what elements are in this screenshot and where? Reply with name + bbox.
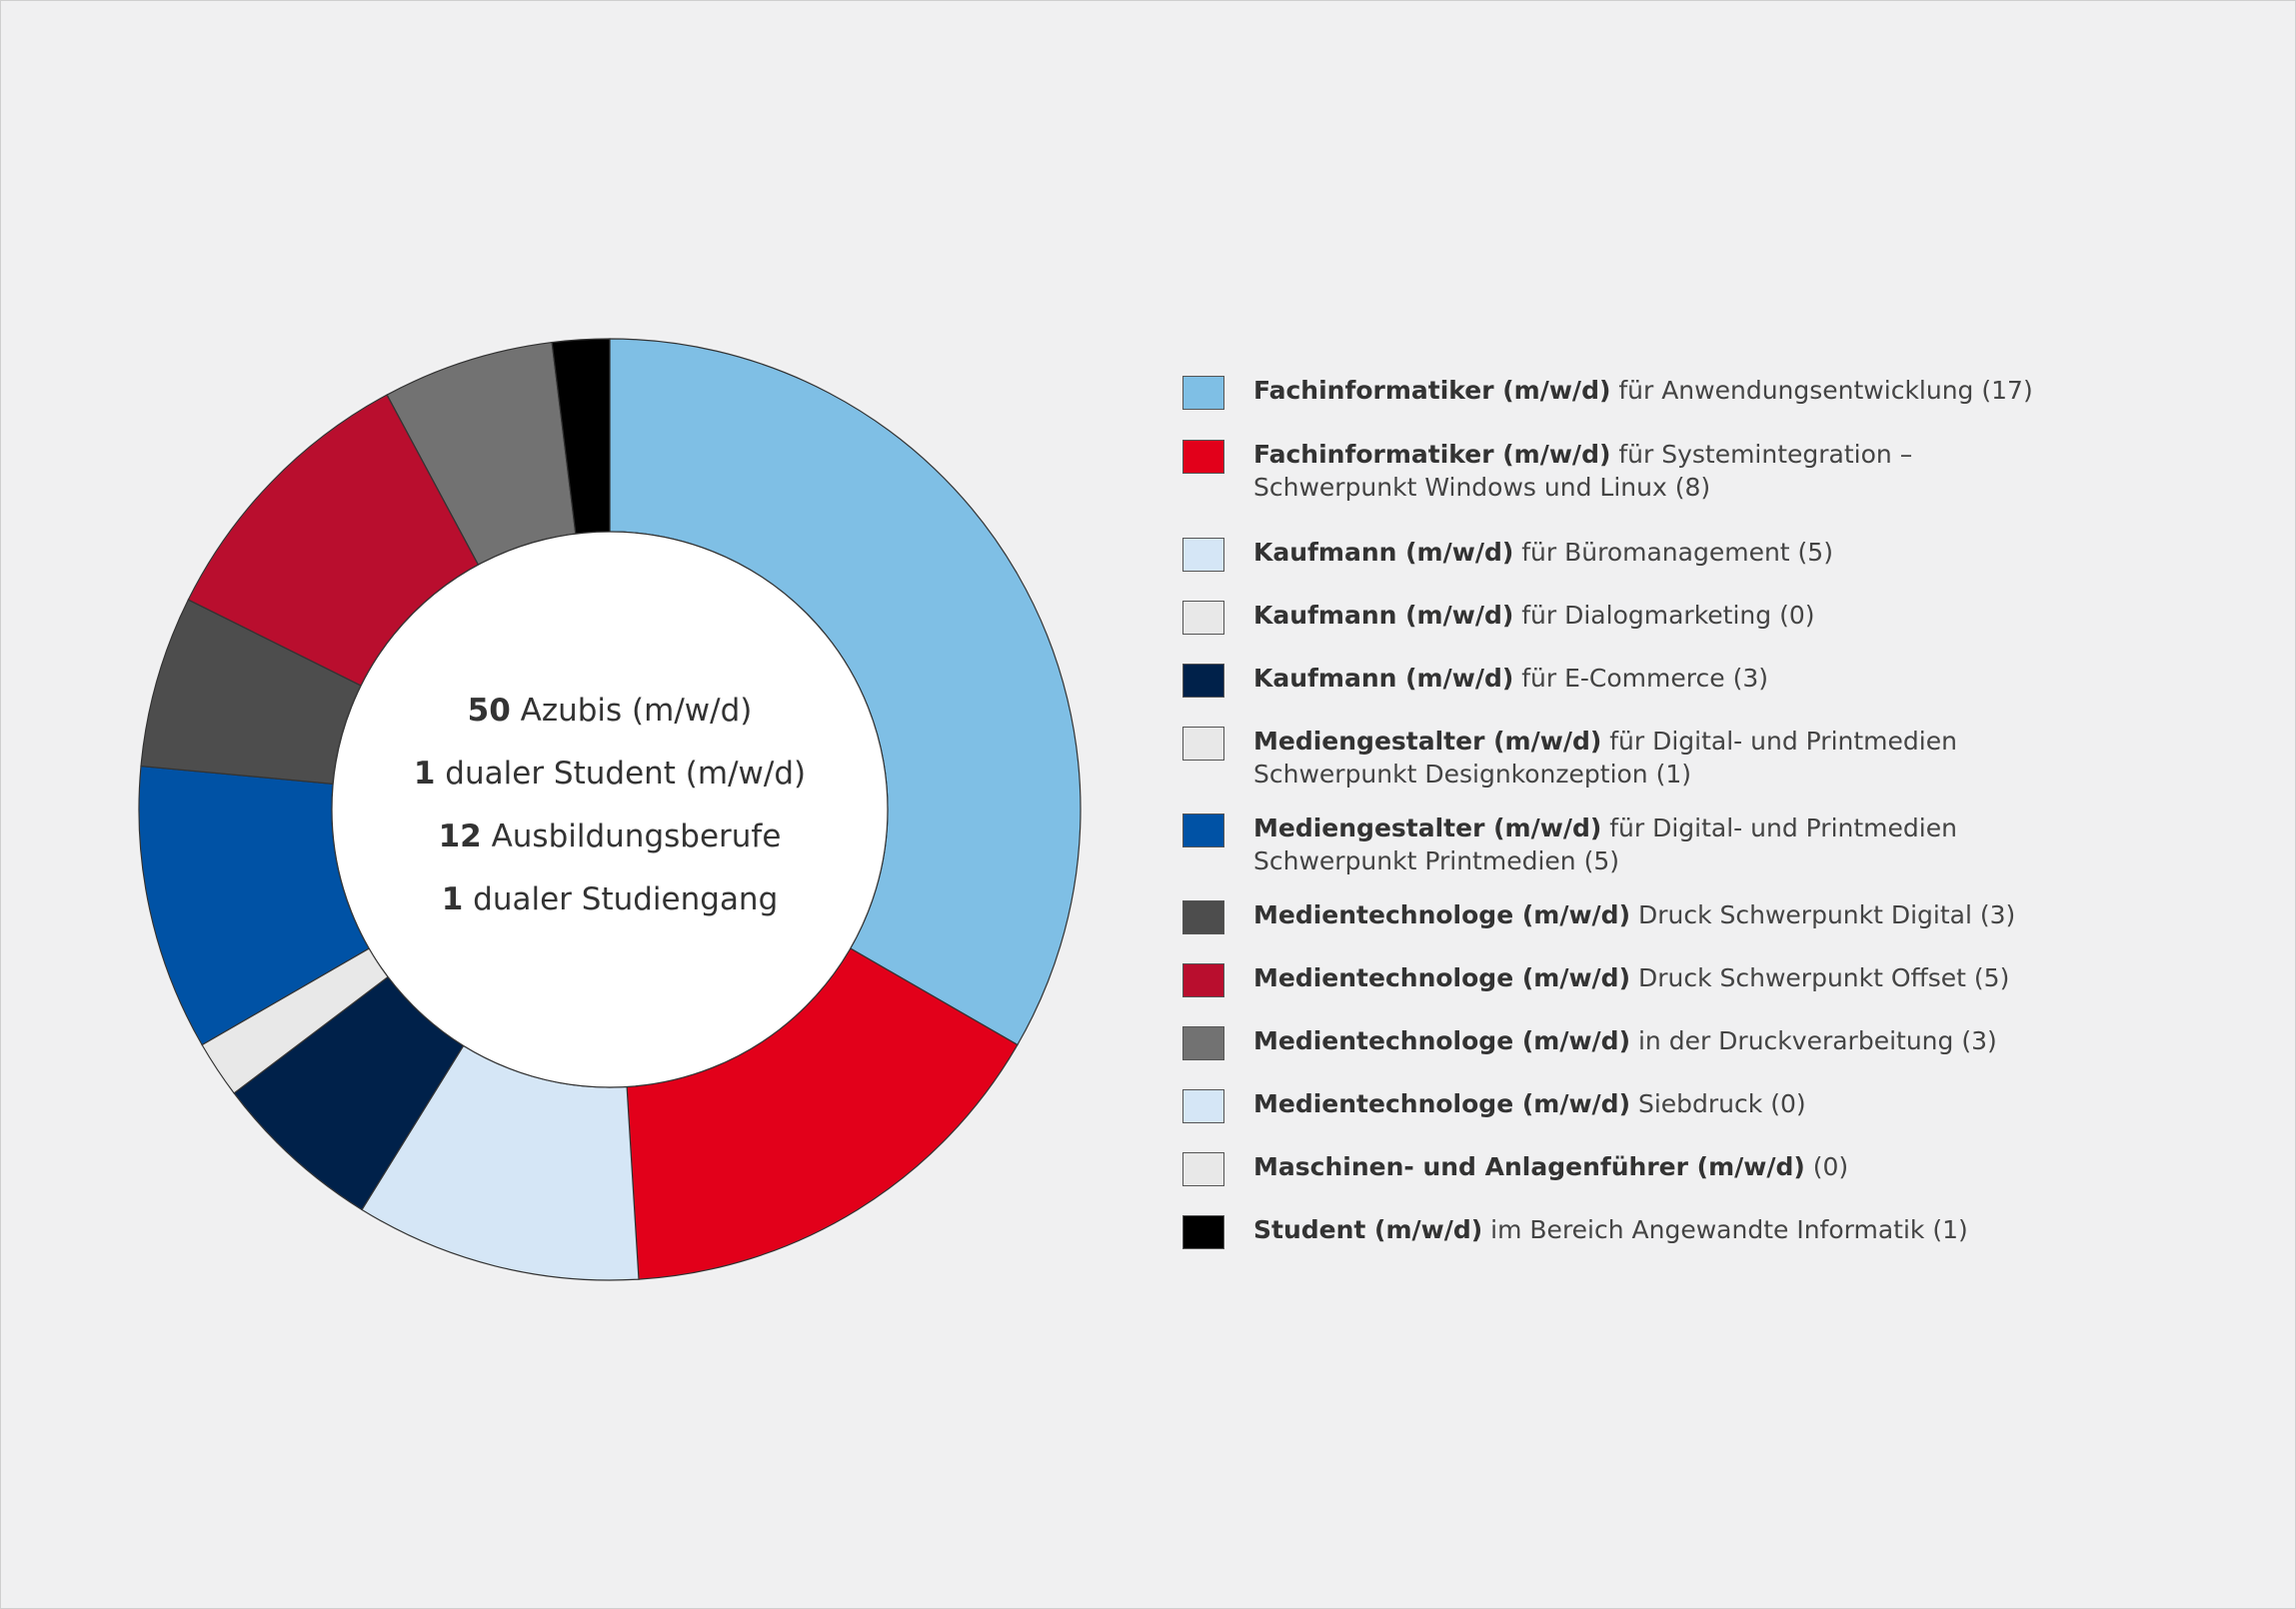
legend-label-text: Siebdruck (0): [1630, 1089, 1806, 1118]
legend-label-text: (0): [1804, 1152, 1849, 1181]
legend-item: Medientechnologe (m/w/d) Druck Schwerpun…: [1182, 963, 2233, 997]
legend-label: Kaufmann (m/w/d) für E-Commerce (3): [1253, 662, 2233, 695]
legend-label-bold: Medientechnologe (m/w/d): [1253, 1089, 1631, 1118]
legend-label-text: im Bereich Angewandte Informatik (1): [1482, 1215, 1968, 1244]
legend-label: Kaufmann (m/w/d) für Dialogmarketing (0): [1253, 599, 2233, 632]
legend-item: Medientechnologe (m/w/d) Druck Schwerpun…: [1182, 900, 2233, 934]
center-line-student-text: dualer Student (m/w/d): [435, 756, 807, 792]
legend-item: Fachinformatiker (m/w/d) für Systeminteg…: [1182, 440, 2233, 504]
donut-slices: [138, 338, 1082, 1281]
legend-label: Maschinen- und Anlagenführer (m/w/d) (0): [1253, 1150, 2233, 1183]
legend-label-bold: Kaufmann (m/w/d): [1253, 601, 1514, 630]
legend-label: Medientechnologe (m/w/d) Druck Schwerpun…: [1253, 898, 2233, 931]
center-line-berufe-number: 12: [438, 818, 482, 854]
legend-label-text: in der Druckverarbeitung (3): [1630, 1026, 1997, 1055]
legend-label-text: für Digital- und Printmedien: [1601, 813, 1957, 842]
legend-swatch: [1182, 813, 1224, 847]
legend-label-bold: Kaufmann (m/w/d): [1253, 538, 1514, 567]
legend-label-text: Schwerpunkt Designkonzeption (1): [1253, 760, 1692, 789]
legend-label-bold: Medientechnologe (m/w/d): [1253, 963, 1631, 992]
legend-swatch: [1182, 963, 1224, 997]
legend-item: Fachinformatiker (m/w/d) für Anwendungse…: [1182, 376, 2233, 410]
legend-label-bold: Medientechnologe (m/w/d): [1253, 900, 1631, 929]
center-line-azubis: 50 Azubis (m/w/d): [330, 680, 890, 743]
legend-item: Medientechnologe (m/w/d) Siebdruck (0): [1182, 1089, 2233, 1123]
legend-label-text: für E-Commerce (3): [1513, 664, 1768, 693]
center-line-student: 1 dualer Student (m/w/d): [330, 743, 890, 805]
legend-label-bold: Medientechnologe (m/w/d): [1253, 1026, 1631, 1055]
legend-label-text: für Anwendungsentwicklung (17): [1610, 376, 2033, 405]
legend-label-bold: Fachinformatiker (m/w/d): [1253, 440, 1611, 469]
center-line-studiengang-text: dualer Studiengang: [463, 881, 779, 917]
legend-label-bold: Kaufmann (m/w/d): [1253, 664, 1514, 693]
center-line-berufe: 12 Ausbildungsberufe: [330, 805, 890, 868]
legend-item: Kaufmann (m/w/d) für Büromanagement (5): [1182, 538, 2233, 572]
legend-label-bold: Maschinen- und Anlagenführer (m/w/d): [1253, 1152, 1805, 1181]
legend-label-text: für Dialogmarketing (0): [1513, 601, 1815, 630]
legend-label: Medientechnologe (m/w/d) Siebdruck (0): [1253, 1087, 2233, 1120]
legend-item: Kaufmann (m/w/d) für E-Commerce (3): [1182, 664, 2233, 698]
legend-label-text: Druck Schwerpunkt Offset (5): [1630, 963, 2010, 992]
legend-swatch: [1182, 1089, 1224, 1123]
legend-label: Student (m/w/d) im Bereich Angewandte In…: [1253, 1213, 2233, 1246]
donut-hole: [331, 531, 889, 1088]
donut-center-summary: 50 Azubis (m/w/d) 1 dualer Student (m/w/…: [330, 680, 890, 931]
legend-label-text: für Digital- und Printmedien: [1601, 727, 1957, 756]
donut-chart: [138, 338, 1082, 1281]
legend-item: Medientechnologe (m/w/d) in der Druckver…: [1182, 1026, 2233, 1060]
legend-swatch: [1182, 1215, 1224, 1249]
legend-label: Medientechnologe (m/w/d) in der Druckver…: [1253, 1024, 2233, 1057]
legend-item: Mediengestalter (m/w/d) für Digital- und…: [1182, 727, 2233, 791]
center-line-azubis-text: Azubis (m/w/d): [510, 693, 753, 729]
legend-label-text: Schwerpunkt Printmedien (5): [1253, 846, 1619, 875]
legend-label: Kaufmann (m/w/d) für Büromanagement (5): [1253, 536, 2233, 569]
legend-swatch: [1182, 538, 1224, 572]
legend-item: Student (m/w/d) im Bereich Angewandte In…: [1182, 1215, 2233, 1249]
center-line-studiengang-number: 1: [441, 881, 464, 917]
legend-label-text: für Büromanagement (5): [1513, 538, 1833, 567]
legend-swatch: [1182, 664, 1224, 698]
center-line-azubis-number: 50: [467, 693, 511, 729]
center-line-student-number: 1: [413, 756, 436, 792]
legend-label: Mediengestalter (m/w/d) für Digital- und…: [1253, 725, 2233, 791]
legend-label-bold: Student (m/w/d): [1253, 1215, 1483, 1244]
legend-swatch: [1182, 601, 1224, 635]
legend-label-bold: Mediengestalter (m/w/d): [1253, 727, 1602, 756]
legend-label: Medientechnologe (m/w/d) Druck Schwerpun…: [1253, 961, 2233, 994]
legend-swatch: [1182, 727, 1224, 761]
legend-label: Mediengestalter (m/w/d) für Digital- und…: [1253, 811, 2233, 877]
legend-label-bold: Mediengestalter (m/w/d): [1253, 813, 1602, 842]
legend-swatch: [1182, 1026, 1224, 1060]
center-line-studiengang: 1 dualer Studiengang: [330, 868, 890, 931]
legend-label: Fachinformatiker (m/w/d) für Systeminteg…: [1253, 438, 2233, 504]
legend-label-text: Schwerpunkt Windows und Linux (8): [1253, 473, 1711, 502]
legend-item: Kaufmann (m/w/d) für Dialogmarketing (0): [1182, 601, 2233, 635]
legend-label-text: für Systemintegration –: [1610, 440, 1913, 469]
legend-item: Mediengestalter (m/w/d) für Digital- und…: [1182, 813, 2233, 877]
legend-item: Maschinen- und Anlagenführer (m/w/d) (0): [1182, 1152, 2233, 1186]
legend-label-text: Druck Schwerpunkt Digital (3): [1630, 900, 2016, 929]
center-line-berufe-text: Ausbildungsberufe: [481, 818, 782, 854]
legend-swatch: [1182, 376, 1224, 410]
legend-swatch: [1182, 440, 1224, 474]
legend-label-bold: Fachinformatiker (m/w/d): [1253, 376, 1611, 405]
legend-swatch: [1182, 900, 1224, 934]
legend-swatch: [1182, 1152, 1224, 1186]
legend-label: Fachinformatiker (m/w/d) für Anwendungse…: [1253, 374, 2233, 407]
